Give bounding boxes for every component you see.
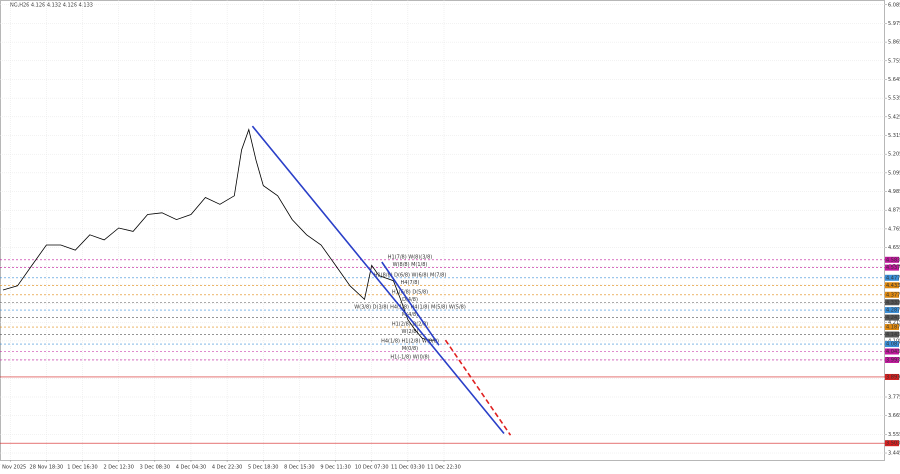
chart-title: NG,H26 4.126 4.132 4.126 4.133 <box>10 3 93 9</box>
price-tag-label: 4.243 <box>886 315 900 321</box>
plot-frame <box>0 0 885 461</box>
y-tick-label: 3.775 <box>888 395 900 401</box>
level-label: M(0/8) <box>402 346 418 352</box>
y-tick-label: 5.205 <box>888 152 900 158</box>
x-tick-label: 28 Nov 18:30 <box>30 465 64 471</box>
y-tick-label: 6.085 <box>888 2 900 8</box>
price-tag-label: 4.377 <box>886 292 900 298</box>
x-tick-label: 5 Dec 18:30 <box>248 465 278 471</box>
x-tick-label: 4 Dec 22:30 <box>212 465 242 471</box>
trendline <box>444 339 512 436</box>
price-tag-label: 4.087 <box>886 342 900 348</box>
y-tick-label: 5.315 <box>888 133 900 139</box>
price-tag-label: 4.143 <box>886 332 900 338</box>
x-tick-label: 2 Dec 12:30 <box>103 465 133 471</box>
price-tag-label: 4.583 <box>886 257 900 263</box>
price-tag <box>885 282 899 289</box>
x-tick-label: 3 Dec 08:30 <box>140 465 170 471</box>
price-line <box>2 128 437 341</box>
y-tick-label: 5.095 <box>888 170 900 176</box>
y-tick-label: 5.975 <box>888 21 900 27</box>
price-tag-label: 4.287 <box>886 308 900 314</box>
y-tick-label: 4.765 <box>888 226 900 232</box>
y-tick-label: 5.645 <box>888 77 900 83</box>
price-tag-label: 3.893 <box>886 374 900 380</box>
price-tag <box>885 331 899 338</box>
y-tick-label: 5.865 <box>888 40 900 46</box>
price-tag <box>885 440 899 447</box>
x-tick-label: 9 Dec 11:30 <box>320 465 350 471</box>
y-tick-label: 5.425 <box>888 114 900 120</box>
x-tick-label: 4 Dec 04:30 <box>176 465 206 471</box>
trendline <box>381 261 440 346</box>
level-label: H1(8/8) D(6/8) W(6/8) M(7/8) <box>374 272 447 278</box>
price-tag <box>885 373 899 380</box>
level-label: D(4/8) <box>402 297 418 303</box>
price-tag-label: 4.537 <box>886 265 900 271</box>
level-label: W(3/8) D(3/8) H4(1/8) H4(1/8) M(5/8) W(5… <box>354 305 466 311</box>
price-tag-label: 4.333 <box>886 300 900 306</box>
price-tag-label: 3.993 <box>886 357 900 363</box>
price-tag-label: 4.477 <box>886 275 900 281</box>
price-tag <box>885 299 899 306</box>
y-tick-label: 4.985 <box>888 189 900 195</box>
y-tick-label: 5.755 <box>888 58 900 64</box>
level-label: H1(2/8) D(2/8) <box>392 322 428 328</box>
price-tag <box>885 307 899 314</box>
price-tag <box>885 314 899 321</box>
level-label: W(8/8) M(1/8) <box>393 262 428 268</box>
price-tag-label: 4.043 <box>886 349 900 355</box>
price-tag <box>885 348 899 355</box>
level-label: H4(7/8) <box>401 280 420 286</box>
price-tag <box>885 356 899 363</box>
level-label: H4(1/8) H1(2/8) W(0/8) <box>381 339 439 345</box>
level-label: H1(6/8) D(5/8) <box>392 289 428 295</box>
level-label: W(2/8) <box>402 329 419 335</box>
price-tag <box>885 341 899 348</box>
price-tag <box>885 324 899 331</box>
x-tick-label: 11 Dec 03:30 <box>391 465 425 471</box>
price-tag <box>885 291 899 298</box>
trendline <box>251 125 505 435</box>
y-tick-label: 4.875 <box>888 208 900 214</box>
price-tag <box>885 264 899 271</box>
price-tag-label: 4.433 <box>886 283 900 289</box>
y-tick-label: 5.535 <box>888 96 900 102</box>
x-tick-label: 1 Dec 16:30 <box>67 465 97 471</box>
x-tick-label: 27 Nov 2025 <box>0 465 26 471</box>
y-tick-label: 3.665 <box>888 413 900 419</box>
level-label: H1(-1/8) W(0/8) <box>390 354 429 360</box>
x-tick-label: 10 Dec 07:30 <box>355 465 389 471</box>
y-tick-label: 4.655 <box>888 245 900 251</box>
y-tick-label: 4.215 <box>888 320 900 326</box>
price-tag <box>885 274 899 281</box>
level-label: H1(7/8) W(8)(3/8) <box>388 254 433 260</box>
level-label: M(4/8) <box>402 312 418 318</box>
y-tick-label: 3.555 <box>888 432 900 438</box>
y-tick-label: 3.445 <box>888 451 900 457</box>
price-tag <box>885 256 899 263</box>
x-tick-label: 11 Dec 22:30 <box>427 465 461 471</box>
price-tag-label: 4.187 <box>886 325 900 331</box>
x-tick-label: 8 Dec 15:30 <box>284 465 314 471</box>
price-tag-label: 3.503 <box>886 441 900 447</box>
